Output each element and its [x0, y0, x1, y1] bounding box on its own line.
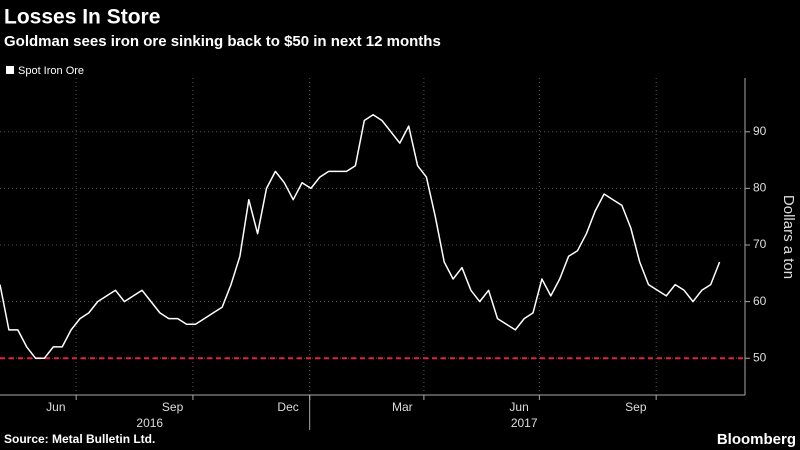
y-tick-label: 50 [753, 350, 767, 364]
x-tick-label: Sep [625, 400, 647, 414]
x-tick-label: Mar [392, 400, 413, 414]
year-label: 2016 [136, 416, 163, 430]
legend-label: Spot Iron Ore [18, 65, 84, 77]
y-tick-label: 80 [753, 181, 767, 195]
x-tick-label: Sep [162, 400, 184, 414]
y-axis-label: Dollars a ton [780, 195, 797, 279]
chart-subtitle: Goldman sees iron ore sinking back to $5… [4, 33, 441, 50]
source: Source: Metal Bulletin Ltd. [4, 432, 155, 446]
y-tick-label: 70 [753, 237, 767, 251]
series-line [0, 114, 721, 359]
chart-title: Losses In Store [4, 6, 160, 29]
year-label: 2017 [511, 416, 538, 430]
x-tick-label: Dec [277, 400, 298, 414]
brand: Bloomberg [717, 431, 796, 448]
x-tick-label: Jun [509, 400, 528, 414]
y-tick-label: 90 [753, 124, 767, 138]
legend-swatch [6, 66, 14, 74]
y-tick-label: 60 [753, 294, 767, 308]
x-tick-label: Jun [46, 400, 65, 414]
